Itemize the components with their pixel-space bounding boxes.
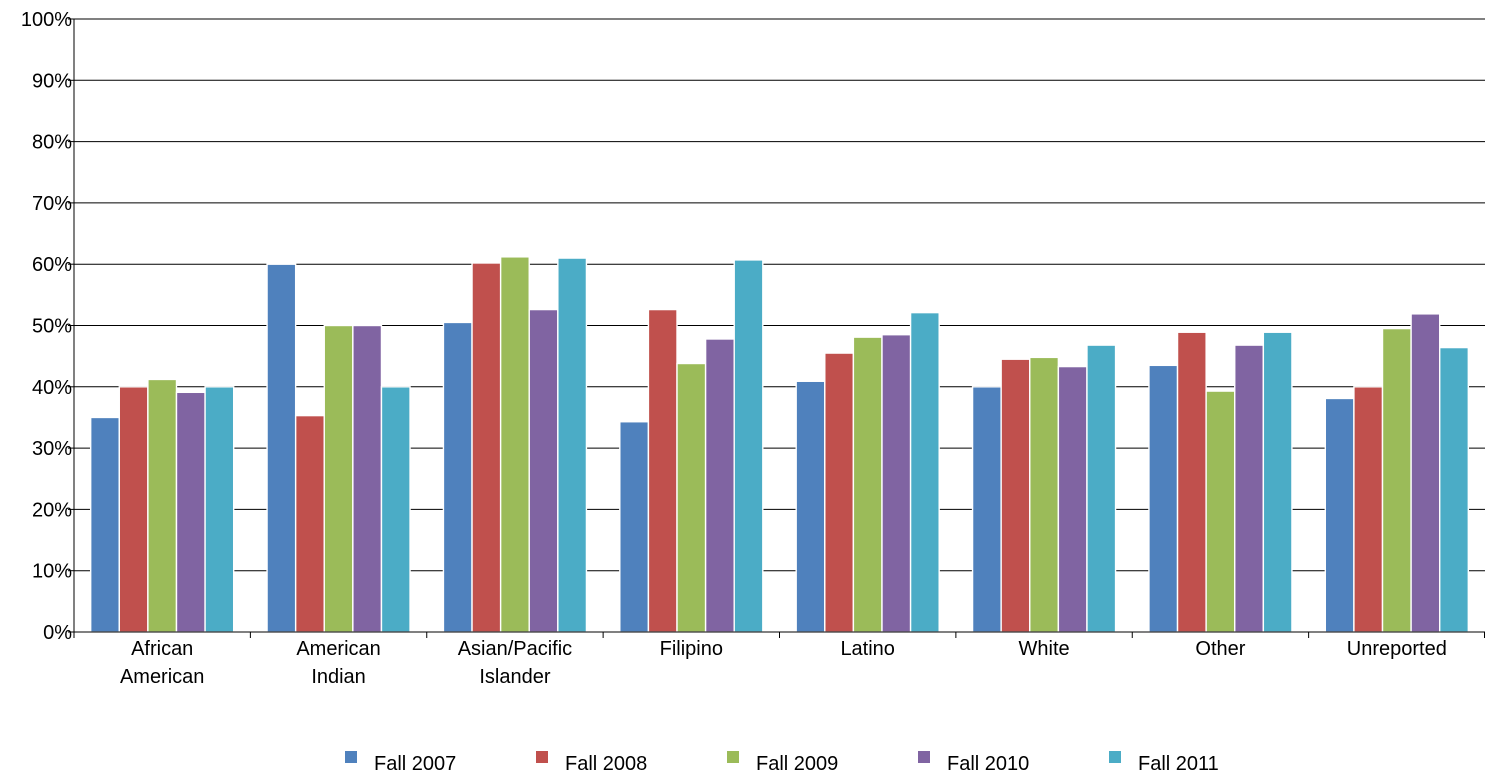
y-tick-label: 50%	[32, 316, 72, 338]
y-tick-label: 0%	[43, 622, 72, 644]
legend-label: Fall 2008	[565, 753, 647, 775]
bar	[528, 308, 559, 633]
y-tick-label: 10%	[32, 561, 72, 583]
bar	[118, 386, 149, 633]
legend-item: Fall 2008	[536, 751, 647, 775]
bar	[1057, 365, 1088, 633]
bar	[352, 324, 383, 633]
x-category-label: Islander	[479, 666, 550, 688]
y-tick-label: 30%	[32, 438, 72, 460]
legend-label: Fall 2009	[756, 753, 838, 775]
bar	[795, 380, 826, 633]
bar	[647, 308, 678, 633]
y-tick-label: 100%	[21, 9, 72, 31]
bar	[1029, 356, 1060, 633]
bar	[971, 386, 1002, 633]
bar	[471, 262, 502, 633]
bar	[442, 321, 473, 633]
bar	[380, 386, 411, 633]
bar	[175, 391, 206, 633]
y-tick-label: 60%	[32, 254, 72, 276]
x-category-label: American	[296, 638, 380, 660]
bar	[824, 352, 855, 633]
y-tick-label: 20%	[32, 499, 72, 521]
y-tick-label: 90%	[32, 70, 72, 92]
legend-label: Fall 2011	[1138, 753, 1219, 775]
bar	[294, 414, 325, 633]
x-category-label: Indian	[311, 666, 366, 688]
bar	[89, 416, 120, 633]
bar	[1353, 386, 1384, 633]
legend-item: Fall 2010	[918, 751, 1029, 775]
bar	[1205, 390, 1236, 633]
x-category-label: Filipino	[660, 638, 723, 660]
legend-swatch	[536, 751, 548, 763]
x-category-label: African	[131, 638, 193, 660]
bar	[1262, 331, 1293, 633]
x-category-label: American	[120, 666, 204, 688]
bar	[499, 256, 530, 633]
x-axis-category-labels: African American American Indian Asian/Pacif…	[120, 638, 1447, 688]
legend: Fall 2007 Fall 2008 Fall 2009 Fall 2010 Fall…	[345, 751, 1219, 775]
bar	[147, 378, 178, 633]
x-category-label: White	[1019, 638, 1070, 660]
legend-label: Fall 2010	[947, 753, 1029, 775]
bar	[557, 257, 588, 633]
y-tick-label: 80%	[32, 132, 72, 154]
legend-swatch	[727, 751, 739, 763]
bar	[1086, 344, 1117, 633]
bar	[204, 386, 235, 633]
bar	[733, 259, 764, 633]
legend-item: Fall 2011	[1109, 751, 1219, 775]
legend-item: Fall 2009	[727, 751, 838, 775]
bar	[909, 311, 940, 633]
bar	[1234, 344, 1265, 633]
x-category-label: Other	[1195, 638, 1245, 660]
axes	[73, 19, 1485, 638]
y-tick-label: 70%	[32, 193, 72, 215]
bar	[1324, 397, 1355, 633]
bar	[323, 324, 354, 633]
bar	[1176, 331, 1207, 633]
x-category-label: Latino	[840, 638, 895, 660]
x-category-label: Unreported	[1347, 638, 1447, 660]
y-tick-label: 40%	[32, 377, 72, 399]
bar	[852, 336, 883, 633]
legend-swatch	[918, 751, 930, 763]
legend-swatch	[1109, 751, 1121, 763]
bar	[676, 362, 707, 633]
bar	[619, 421, 650, 633]
legend-swatch	[345, 751, 357, 763]
x-category-label: Asian/Pacific	[458, 638, 573, 660]
bar	[1148, 364, 1179, 633]
bar	[1410, 313, 1441, 633]
bars	[89, 256, 1470, 633]
legend-label: Fall 2007	[374, 753, 456, 775]
legend-item: Fall 2007	[345, 751, 456, 775]
bar	[266, 263, 297, 633]
bar	[1000, 358, 1031, 633]
y-axis-tick-labels: 0% 10% 20% 30% 40% 50% 60% 70% 80% 90% 100%	[21, 9, 72, 644]
bar	[1439, 346, 1470, 633]
bar	[881, 333, 912, 633]
bar	[1381, 327, 1412, 633]
bar	[704, 338, 735, 633]
